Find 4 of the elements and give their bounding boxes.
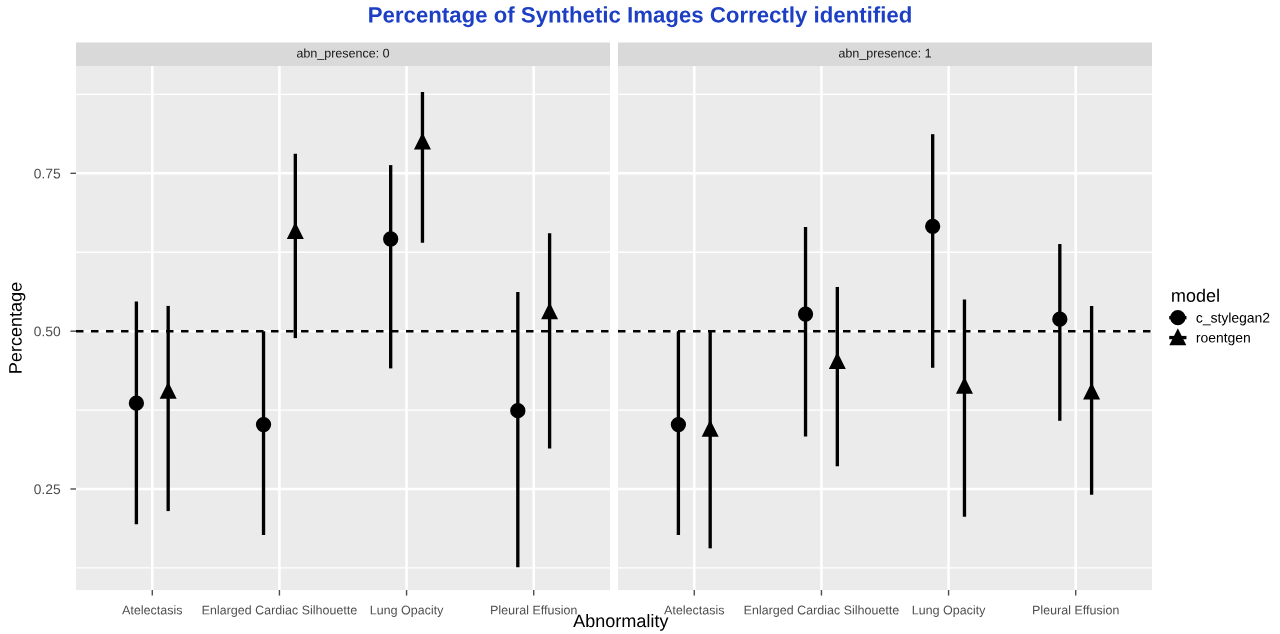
x-axis-title: Abnormality: [573, 614, 669, 631]
chart-title: Percentage of Synthetic Images Correctly identified: [369, 6, 911, 28]
legend-title: model: [1172, 288, 1219, 302]
y-axis-title: Percentage: [9, 282, 26, 373]
